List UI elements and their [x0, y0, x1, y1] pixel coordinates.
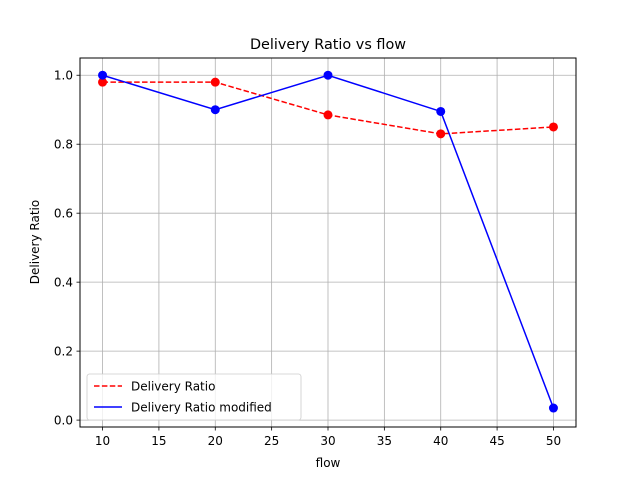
y-tick-label: 0.0	[54, 414, 73, 428]
x-tick-label: 20	[208, 434, 223, 448]
x-axis-title: flow	[316, 456, 341, 470]
chart-title: Delivery Ratio vs flow	[250, 37, 406, 53]
y-axis-ticks: 0.0 0.2 0.4 0.6 0.8 1.0	[54, 69, 80, 428]
series-points	[98, 70, 558, 413]
y-tick-label: 0.2	[54, 345, 73, 359]
data-point-0	[210, 77, 220, 87]
x-axis-ticks: 10 15 20 25 30 35 40 45 50	[95, 427, 561, 448]
data-point-1	[210, 105, 220, 115]
legend: Delivery Ratio Delivery Ratio modified	[86, 373, 302, 421]
x-tick-label: 30	[320, 434, 335, 448]
x-tick-label: 15	[151, 434, 166, 448]
data-point-0	[323, 110, 333, 120]
data-point-0	[548, 122, 558, 132]
x-tick-label: 25	[264, 434, 279, 448]
legend-label-0: Delivery Ratio	[131, 380, 215, 394]
y-tick-label: 1.0	[54, 69, 73, 83]
legend-box	[86, 373, 302, 421]
y-axis-title: Delivery Ratio	[28, 200, 42, 284]
legend-label-1: Delivery Ratio modified	[131, 401, 272, 415]
x-tick-label: 35	[377, 434, 392, 448]
y-tick-label: 0.4	[54, 276, 73, 290]
y-tick-label: 0.8	[54, 138, 73, 152]
data-point-1	[323, 70, 333, 80]
data-point-1	[436, 106, 446, 116]
data-point-0	[98, 77, 108, 87]
x-tick-label: 50	[546, 434, 561, 448]
y-tick-label: 0.6	[54, 207, 73, 221]
x-tick-label: 40	[433, 434, 448, 448]
data-point-0	[436, 129, 446, 139]
data-point-1	[98, 70, 108, 80]
x-tick-label: 10	[95, 434, 110, 448]
data-point-1	[548, 403, 558, 413]
x-tick-label: 45	[489, 434, 504, 448]
